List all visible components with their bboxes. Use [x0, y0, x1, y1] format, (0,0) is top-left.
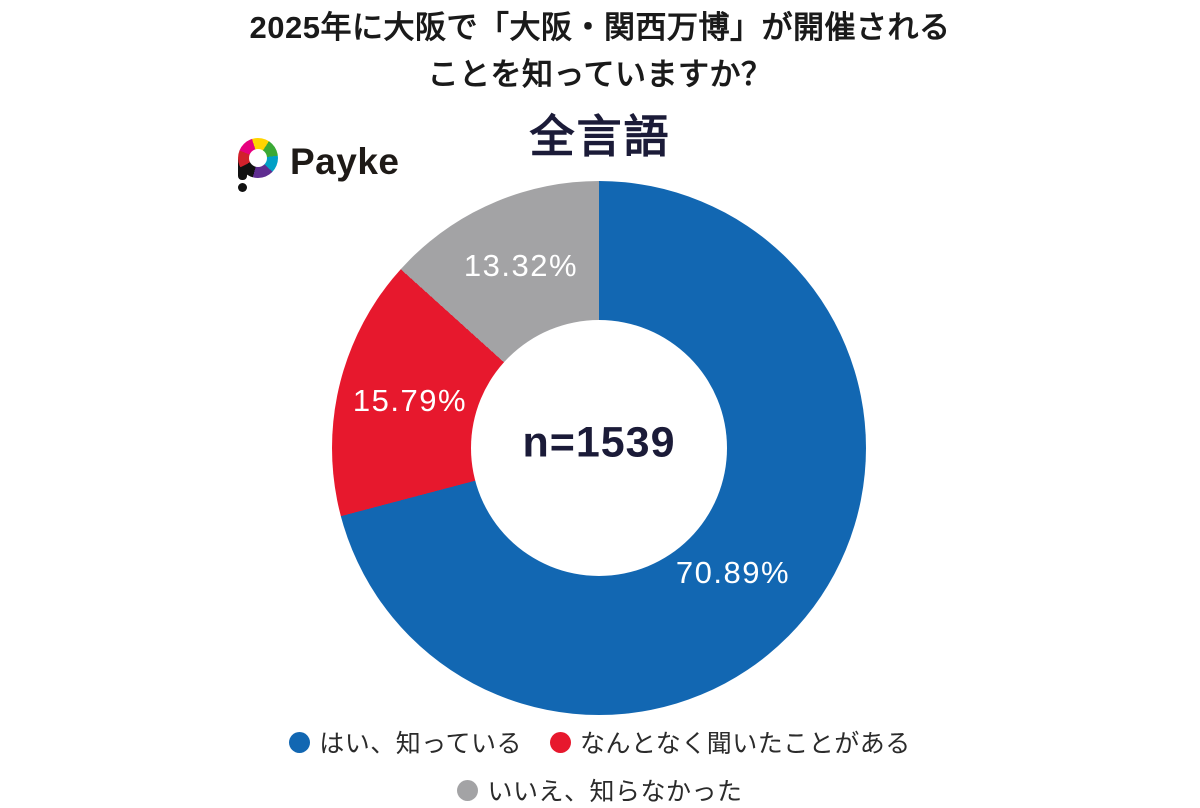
payke-logo-color-ring: [238, 138, 278, 178]
chart-legend: はい、知っている なんとなく聞いたことがある いいえ、知らなかった: [0, 724, 1200, 808]
legend-label-no: いいえ、知らなかった: [487, 778, 743, 806]
payke-logo-icon: [236, 136, 280, 192]
payke-logo: Payke: [236, 136, 400, 192]
chart-subtitle: 全言語: [529, 111, 671, 162]
legend-dot-blue: [289, 731, 311, 753]
donut-chart-area: 13.32% 15.79% 70.89% n=1539: [332, 181, 866, 715]
legend-item-somewhat: なんとなく聞いたことがある: [550, 724, 911, 760]
page-title-line2: ことを知っていますか？: [427, 57, 773, 93]
slice-label-somewhat: 15.79%: [352, 383, 468, 418]
payke-logo-ring-hole: [249, 149, 267, 167]
donut-hole: [471, 320, 727, 576]
legend-label-somewhat: なんとなく聞いたことがある: [580, 730, 911, 758]
legend-dot-gray: [457, 779, 479, 801]
sample-size-label: n=1539: [522, 418, 676, 467]
legend-row-2: いいえ、知らなかった: [457, 772, 742, 808]
payke-logo-dot: [238, 183, 247, 192]
page-title-line1: 2025年に大阪で「大阪・関西万博」が開催される: [249, 10, 951, 45]
slice-label-no: 13.32%: [463, 248, 579, 283]
legend-dot-red: [550, 731, 571, 753]
payke-logo-wordmark: Payke: [290, 140, 400, 182]
legend-label-yes: はい、知っている: [319, 730, 522, 758]
legend-item-yes: はい、知っている: [289, 724, 522, 760]
legend-item-no: いいえ、知らなかった: [457, 772, 742, 808]
slice-label-yes: 70.89%: [675, 555, 791, 590]
page-title: 2025年に大阪で「大阪・関西万博」が開催される ことを知っていますか？: [0, 4, 1200, 98]
legend-row-1: はい、知っている なんとなく聞いたことがある: [289, 724, 911, 760]
